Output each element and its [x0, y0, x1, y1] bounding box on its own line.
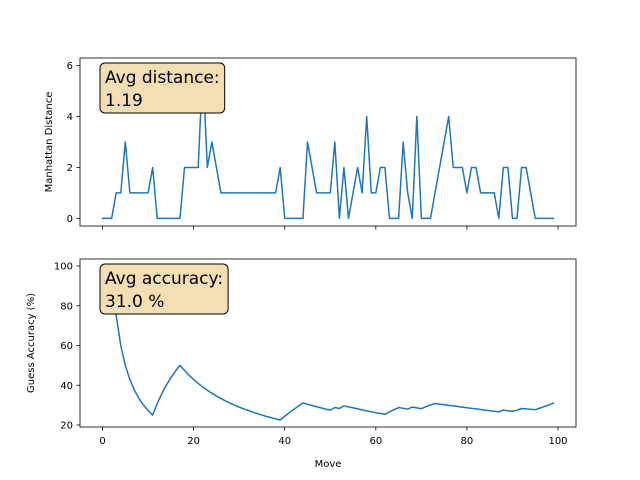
distance-series-line: [101, 64, 555, 220]
distance-annotation-box: [99, 62, 226, 114]
distance-y-axis-label: Manhattan Distance: [44, 92, 55, 193]
accuracy-x-tick-label: 60: [369, 436, 382, 447]
distance-annotation-value: 1.19: [105, 91, 143, 111]
accuracy-axes-frame: [79, 258, 577, 428]
accuracy-annotation-label: Avg accuracy:: [105, 269, 223, 289]
accuracy-series-line: [101, 265, 555, 421]
distance-annotation-label: Avg distance:: [105, 68, 220, 88]
accuracy-x-tick-label: 100: [548, 436, 567, 447]
accuracy-x-tick-label: 20: [187, 436, 200, 447]
accuracy-x-tick-label: 0: [99, 436, 105, 447]
distance-panel: 0 2 4 6 Manhattan Distance Avg distance: 1.19: [44, 57, 577, 230]
distance-y-tick-label: 2: [67, 163, 73, 174]
accuracy-y-tick-label: 20: [60, 421, 73, 432]
accuracy-x-tick-label: 80: [461, 436, 474, 447]
distance-y-tick-label: 0: [67, 214, 73, 225]
accuracy-annotation-box: [99, 263, 229, 315]
accuracy-y-axis-label: Guess Accuracy (%): [26, 293, 37, 393]
distance-y-tick-label: 6: [67, 61, 73, 72]
accuracy-x-axis-label: Move: [315, 459, 342, 470]
accuracy-y-tick-label: 80: [60, 301, 73, 312]
accuracy-y-tick-label: 40: [60, 381, 73, 392]
accuracy-y-tick-label: 60: [60, 341, 73, 352]
accuracy-x-tick-label: 40: [278, 436, 291, 447]
accuracy-y-tick-label: 100: [54, 262, 73, 273]
accuracy-panel: 0 20 40 60 80 100 20 40 60 80 100 Guess Accuracy (%…: [26, 258, 577, 470]
distance-y-tick-label: 4: [67, 112, 73, 123]
distance-axes-frame: [79, 57, 577, 227]
accuracy-annotation-value: 31.0 %: [105, 292, 164, 312]
